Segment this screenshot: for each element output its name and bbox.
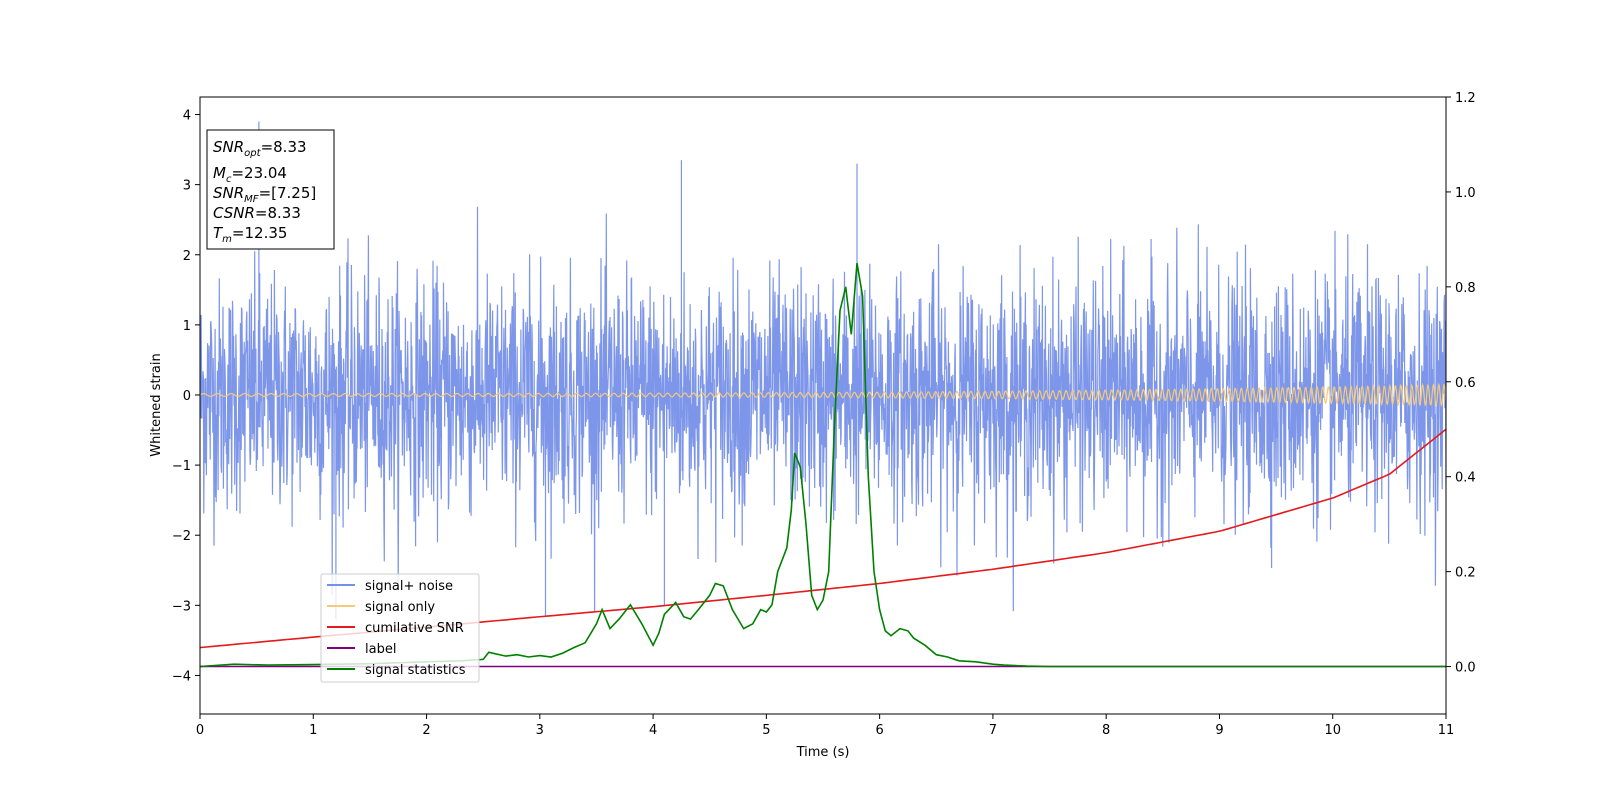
y-right-tick-label-5: 1.0	[1455, 186, 1476, 201]
y-left-tick-label-5: 1	[183, 319, 191, 334]
legend-label-2: cumilative SNR	[365, 621, 464, 636]
y-right-tick-label-4: 0.8	[1455, 281, 1476, 296]
series-line-4	[200, 262, 1446, 668]
x-tick-label-1: 1	[309, 723, 317, 738]
y-right-tick-label-0: 0.0	[1455, 661, 1476, 676]
info-snr-opt-value: =8.33	[261, 138, 307, 156]
y-right-tick-label-3: 0.6	[1455, 376, 1476, 391]
y-right-tick-label-1: 0.2	[1455, 566, 1476, 581]
y-right-tick-label-2: 0.4	[1455, 471, 1476, 486]
series-line-0	[200, 121, 1446, 620]
x-tick-label-6: 6	[875, 723, 883, 738]
y-left-tick-label-8: 4	[183, 109, 191, 124]
info-csnr: CSNR=8.33	[213, 204, 301, 222]
y-left-tick-label-6: 2	[183, 249, 191, 264]
x-axis: 0 1 2 3 4 5 6 7 8 9 10 11	[196, 714, 1454, 738]
legend-label-0: signal+ noise	[365, 579, 453, 594]
info-box-frame	[206, 129, 335, 250]
info-mc-value: =23.04	[231, 164, 287, 182]
y-left-tick-label-0: −4	[172, 669, 191, 684]
y-axis-left: −4 −3 −2 −1 0 1 2 3 4	[172, 109, 200, 684]
x-axis-label: Time (s)	[796, 745, 850, 760]
x-tick-label-0: 0	[196, 723, 204, 738]
x-tick-label-10: 10	[1324, 723, 1341, 738]
info-snr-mf: SNRMF=[7.25]	[213, 184, 316, 205]
x-tick-label-9: 9	[1215, 723, 1223, 738]
info-snr-opt: SNRopt=8.33	[213, 138, 307, 159]
y-left-tick-label-4: 0	[183, 389, 191, 404]
info-box: SNRopt=8.33 Mc=23.04 SNRMF=[7.25] CSNR=8…	[206, 129, 335, 250]
y-axis-label: Whitened strain	[149, 353, 164, 456]
legend-label-1: signal only	[365, 600, 435, 615]
info-csnr-value: =8.33	[255, 204, 301, 222]
info-tm: Tm=12.35	[213, 224, 287, 245]
legend: signal+ noise signal only cumilative SNR la…	[320, 573, 480, 683]
x-tick-label-5: 5	[762, 723, 770, 738]
legend-label-4: signal statistics	[365, 663, 466, 678]
y-axis-right: 0.0 0.2 0.4 0.6 0.8 1.0 1.2	[1446, 91, 1476, 676]
info-mc: Mc=23.04	[213, 164, 287, 185]
y-left-tick-label-7: 3	[183, 179, 191, 194]
x-tick-label-8: 8	[1102, 723, 1110, 738]
y-left-tick-label-3: −1	[172, 459, 191, 474]
info-snr-mf-value: =[7.25]	[259, 184, 317, 202]
y-right-tick-label-6: 1.2	[1455, 91, 1476, 106]
legend-label-3: label	[365, 642, 396, 657]
y-left-tick-label-2: −2	[172, 529, 191, 544]
x-tick-label-4: 4	[649, 723, 657, 738]
plot-frame	[199, 96, 1447, 715]
legend-frame	[320, 573, 480, 683]
x-tick-label-7: 7	[989, 723, 997, 738]
series-line-1	[200, 382, 1446, 408]
info-tm-value: =12.35	[232, 224, 288, 242]
x-tick-label-11: 11	[1438, 723, 1455, 738]
y-left-tick-label-1: −3	[172, 599, 191, 614]
x-tick-label-3: 3	[536, 723, 544, 738]
x-tick-label-2: 2	[422, 723, 430, 738]
